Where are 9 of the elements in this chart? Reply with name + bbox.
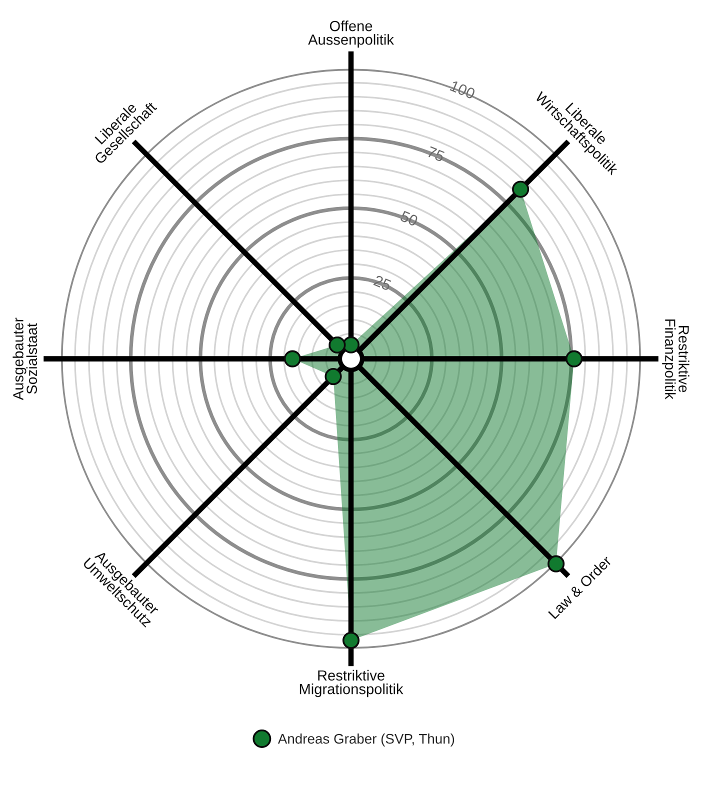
spoke-label: Ausgebauter Sozialstaat (12, 318, 38, 400)
y-tick-label: 75 (426, 146, 446, 162)
spoke-label: Restriktive Migrationspolitik (300, 670, 404, 698)
y-tick-label: 50 (400, 210, 418, 227)
y-tick-label: 25 (373, 274, 392, 291)
spoke-label: Restriktive Finanzpolitik (662, 319, 690, 400)
spoke-label: Offene Aussenpolitik (308, 20, 394, 48)
legend-label: Andreas Graber (SVP, Thun) (278, 734, 454, 746)
y-tick-label: 100 (450, 80, 476, 100)
